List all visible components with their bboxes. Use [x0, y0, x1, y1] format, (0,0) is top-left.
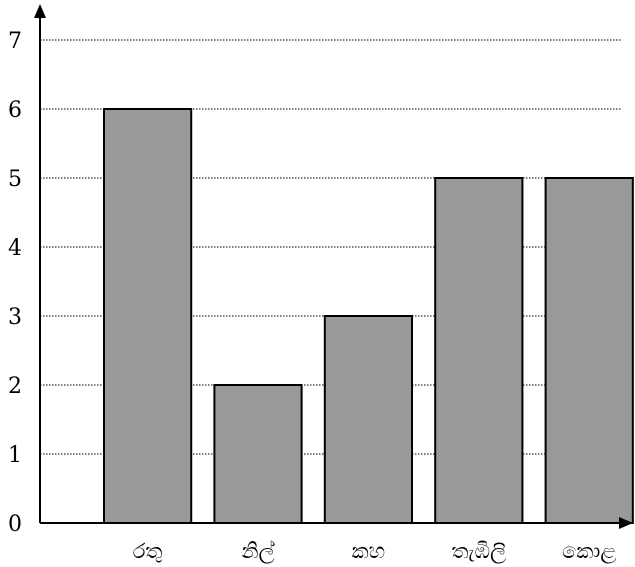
y-tick-label: 3 — [8, 305, 22, 330]
y-tick-labels: 0 1 2 3 4 5 6 7 — [8, 29, 22, 537]
x-category-label: නිල් — [241, 539, 274, 564]
y-tick-label: 2 — [8, 374, 22, 399]
bar — [213, 384, 303, 524]
x-category-label: කහ — [352, 539, 386, 563]
y-tick-label: 5 — [8, 167, 22, 192]
x-category-label: තැඹිලි — [452, 539, 507, 564]
y-tick-label: 4 — [8, 236, 22, 261]
x-category-label: කොළ — [562, 539, 616, 564]
x-category-labels: රතු නිල් කහ තැඹිලි කොළ — [133, 539, 617, 564]
axes — [34, 4, 633, 529]
y-axis-arrow-icon — [34, 4, 46, 18]
y-tick-label: 7 — [8, 29, 22, 54]
y-tick-label: 1 — [8, 443, 22, 468]
y-tick-label: 6 — [8, 98, 22, 123]
bar — [434, 177, 524, 524]
bar — [103, 108, 193, 524]
bar — [323, 315, 414, 524]
x-category-label: රතු — [133, 539, 163, 563]
x-axis-arrow-icon — [619, 517, 633, 529]
bar — [544, 177, 634, 524]
y-tick-label: 0 — [8, 512, 22, 537]
bars — [103, 108, 634, 524]
